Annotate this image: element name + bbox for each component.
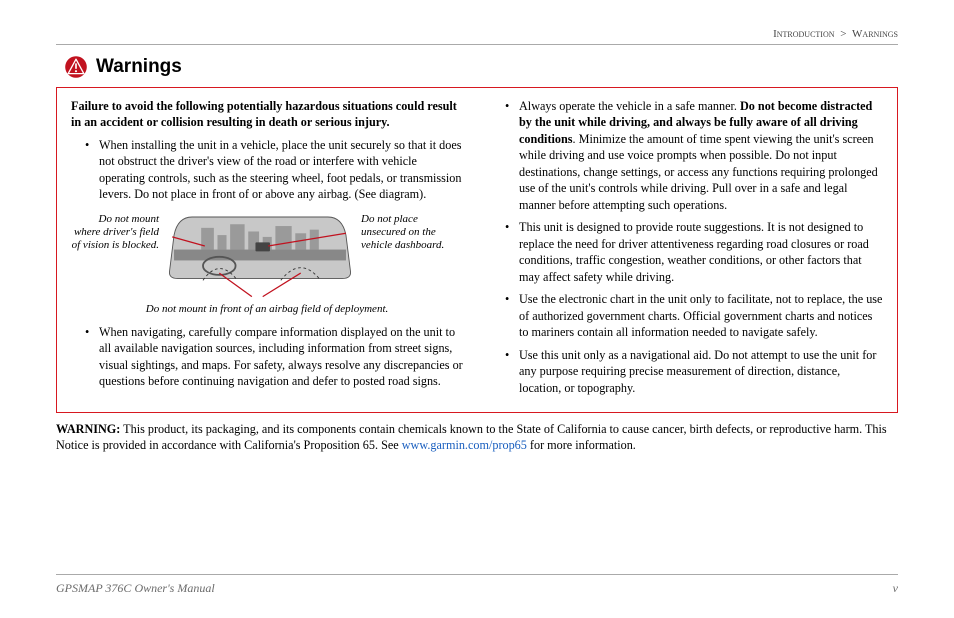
breadcrumb-page: Warnings <box>852 28 898 40</box>
lead-paragraph: Failure to avoid the following potential… <box>71 98 463 131</box>
footer: GPSMAP 376C Owner's Manual v <box>56 574 898 596</box>
prop65-link[interactable]: www.garmin.com/prop65 <box>402 438 527 452</box>
diagram-label-bottom: Do not mount in front of an airbag field… <box>71 303 463 316</box>
breadcrumb: Introduction > Warnings <box>56 28 898 40</box>
list-item: When installing the unit in a vehicle, p… <box>85 137 463 203</box>
right-list: Always operate the vehicle in a safe man… <box>491 98 883 396</box>
title-row: Warnings <box>64 55 898 79</box>
prop65-post: for more information. <box>527 438 636 452</box>
left-list: When installing the unit in a vehicle, p… <box>71 137 463 203</box>
diagram-block: Do not mount where driver's field of vis… <box>71 209 463 301</box>
prop65-notice: WARNING: This product, its packaging, an… <box>56 421 898 454</box>
warning-triangle-icon <box>64 55 88 79</box>
manual-name: GPSMAP 376C Owner's Manual <box>56 581 215 596</box>
breadcrumb-section: Introduction <box>773 28 834 40</box>
top-rule <box>56 44 898 45</box>
list-item: Always operate the vehicle in a safe man… <box>505 98 883 213</box>
warnings-box: Failure to avoid the following potential… <box>56 87 898 413</box>
left-column: Failure to avoid the following potential… <box>71 98 463 402</box>
breadcrumb-separator: > <box>840 28 846 40</box>
list-item: When navigating, carefully compare infor… <box>85 324 463 390</box>
page-number: v <box>893 581 898 596</box>
right-column: Always operate the vehicle in a safe man… <box>491 98 883 402</box>
page: Introduction > Warnings Warnings Failure… <box>0 0 954 618</box>
prop65-label: WARNING: <box>56 422 120 436</box>
list-item: Use the electronic chart in the unit onl… <box>505 291 883 340</box>
diagram-label-right: Do not place unsecured on the vehicle da… <box>361 209 449 253</box>
left-list-2: When navigating, carefully compare infor… <box>71 324 463 390</box>
list-item: Use this unit only as a navigational aid… <box>505 347 883 396</box>
list-item: This unit is designed to provide route s… <box>505 219 883 285</box>
page-title: Warnings <box>96 56 182 78</box>
dashboard-diagram <box>165 209 355 301</box>
diagram-label-left: Do not mount where driver's field of vis… <box>71 209 159 253</box>
